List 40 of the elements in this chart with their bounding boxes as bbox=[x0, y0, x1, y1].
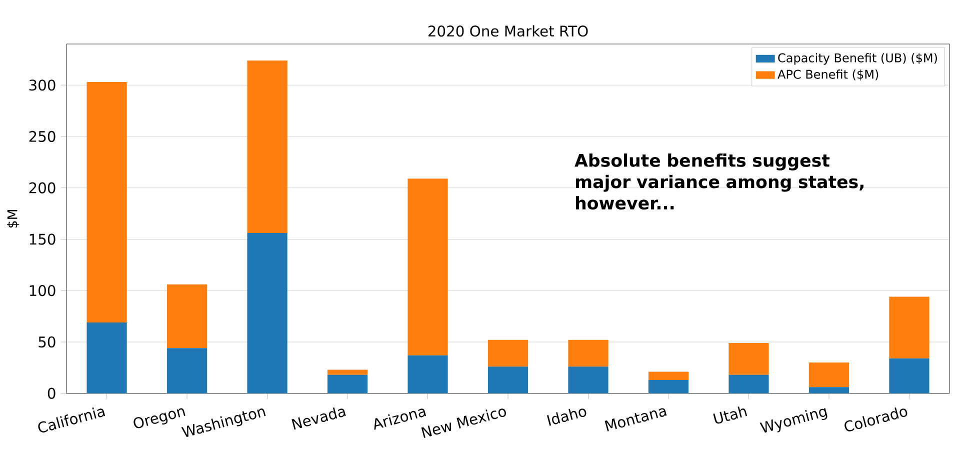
bar bbox=[808, 362, 850, 388]
chart-title: 2020 One Market RTO bbox=[428, 25, 588, 37]
bar bbox=[408, 355, 448, 394]
bar bbox=[86, 322, 127, 394]
x-tick-label: Idaho bbox=[546, 408, 586, 426]
bar bbox=[568, 340, 608, 367]
legend-label: APC Benefit ($M) bbox=[778, 70, 878, 80]
y-tick-label: 100 bbox=[30, 285, 56, 296]
legend-label: Capacity Benefit (UB) ($M) bbox=[778, 53, 937, 65]
bar bbox=[166, 284, 208, 348]
bar bbox=[408, 178, 448, 356]
bar bbox=[728, 342, 769, 375]
x-tick-label: Montana bbox=[604, 408, 667, 432]
bar bbox=[247, 233, 288, 394]
bar bbox=[568, 366, 608, 394]
y-tick-label: 150 bbox=[30, 234, 56, 245]
y-tick-label: 50 bbox=[38, 336, 56, 348]
bar bbox=[808, 387, 850, 394]
bar bbox=[648, 372, 689, 380]
bar bbox=[247, 60, 288, 234]
y-tick-label: 250 bbox=[29, 130, 56, 142]
bar bbox=[728, 374, 769, 394]
y-tick-label: 300 bbox=[29, 80, 56, 91]
bar bbox=[488, 366, 528, 394]
bar bbox=[327, 370, 368, 375]
bar bbox=[166, 348, 208, 394]
x-tick-label: Wyoming bbox=[760, 408, 828, 433]
y-tick-label: 200 bbox=[29, 182, 56, 194]
x-tick-label: Utah bbox=[713, 406, 748, 424]
y-tick-label: 0 bbox=[48, 388, 56, 399]
y-axis-title: $M bbox=[7, 210, 20, 228]
bar bbox=[648, 380, 689, 394]
x-tick-label: Colorado bbox=[844, 407, 908, 432]
bar bbox=[327, 374, 368, 394]
annotation: Absolute benefits suggest major variance among states, however... bbox=[574, 154, 864, 210]
bar bbox=[889, 358, 930, 394]
bar bbox=[488, 340, 528, 367]
bar bbox=[889, 296, 930, 358]
x-tick-label: Nevada bbox=[292, 407, 346, 430]
bar bbox=[86, 82, 127, 322]
